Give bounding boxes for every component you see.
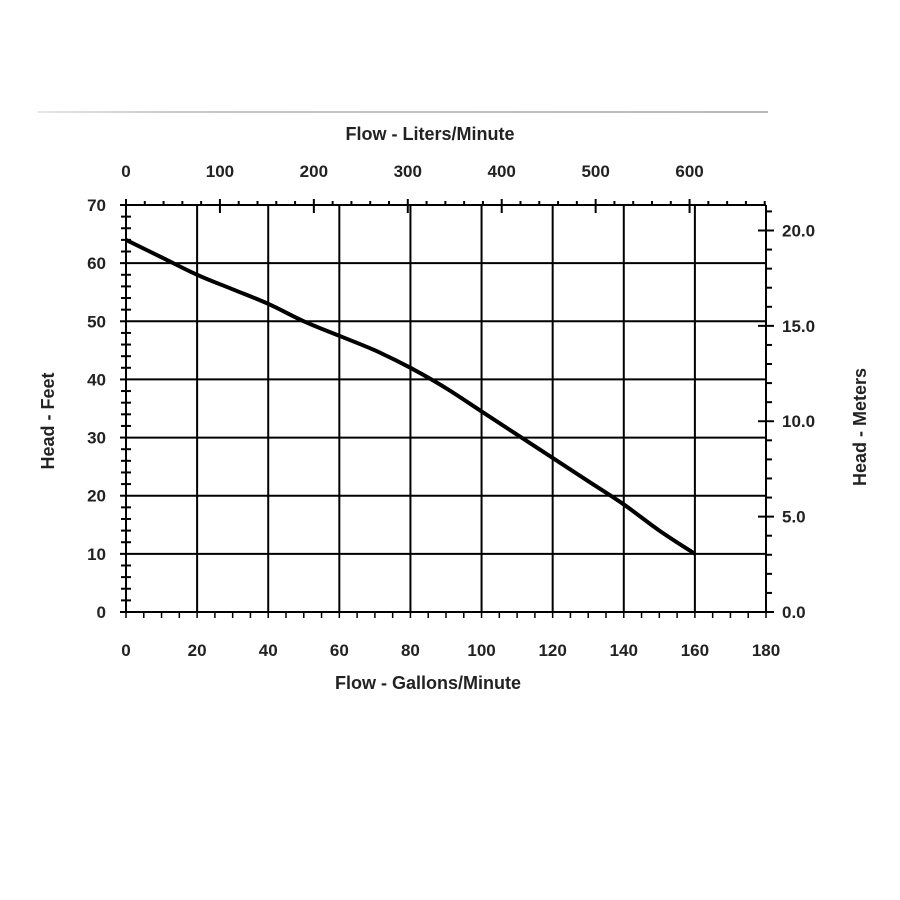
top-tick-label: 600 <box>675 162 703 181</box>
tick-labels: 0 20 40 60 80 100 120 140 160 180 0 10 20 30 40 50 60 70 0… <box>87 162 815 660</box>
left-tick-label: 50 <box>87 312 106 331</box>
right-tick-label: 20.0 <box>782 221 815 240</box>
grid-lines <box>125 204 767 613</box>
top-tick-label: 400 <box>488 162 516 181</box>
left-tick-label: 70 <box>87 196 106 215</box>
bottom-tick-label: 40 <box>259 641 278 660</box>
axis-ticks <box>120 199 774 618</box>
right-axis-title: Head - Meters <box>850 368 870 486</box>
right-tick-label: 10.0 <box>782 412 815 431</box>
bottom-axis-title: Flow - Gallons/Minute <box>335 673 521 693</box>
right-tick-label: 5.0 <box>782 508 806 527</box>
bottom-tick-label: 140 <box>610 641 638 660</box>
left-tick-label: 30 <box>87 429 106 448</box>
bottom-tick-label: 100 <box>467 641 495 660</box>
right-tick-label: 0.0 <box>782 603 806 622</box>
top-tick-label: 300 <box>394 162 422 181</box>
bottom-tick-label: 60 <box>330 641 349 660</box>
left-tick-label: 60 <box>87 254 106 273</box>
bottom-tick-label: 160 <box>681 641 709 660</box>
bottom-tick-label: 80 <box>401 641 420 660</box>
pump-curve-line <box>125 238 696 556</box>
top-divider-rule <box>38 111 768 113</box>
left-tick-label: 20 <box>87 487 106 506</box>
left-tick-label: 40 <box>87 370 106 389</box>
top-axis-title: Flow - Liters/Minute <box>346 124 515 144</box>
bottom-tick-label: 0 <box>121 641 130 660</box>
top-tick-label: 200 <box>300 162 328 181</box>
bottom-tick-label: 120 <box>538 641 566 660</box>
top-tick-label: 0 <box>121 162 130 181</box>
bottom-tick-label: 20 <box>188 641 207 660</box>
left-axis-title: Head - Feet <box>38 372 58 469</box>
top-tick-label: 100 <box>206 162 234 181</box>
left-tick-label: 10 <box>87 545 106 564</box>
plot-frame <box>125 204 767 613</box>
top-tick-label: 500 <box>581 162 609 181</box>
left-tick-label: 0 <box>97 603 106 622</box>
bottom-tick-label: 180 <box>752 641 780 660</box>
right-tick-label: 15.0 <box>782 317 815 336</box>
